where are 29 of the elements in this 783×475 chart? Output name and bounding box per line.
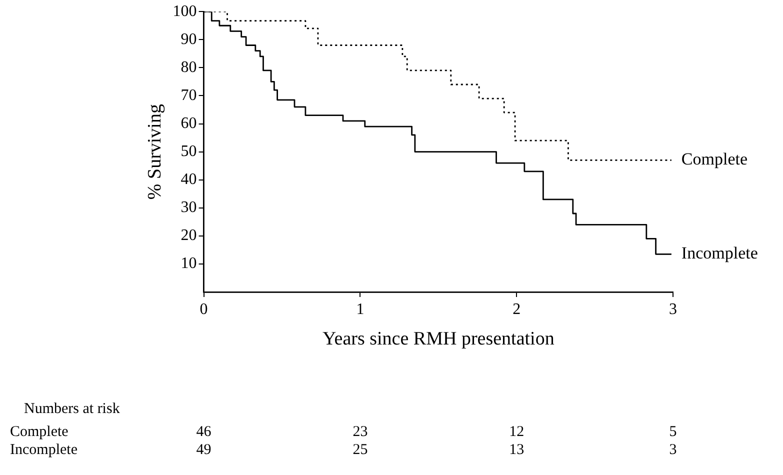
text: 12	[509, 424, 524, 440]
y-tick-label: 80	[180, 58, 197, 76]
y-tick-label: 10	[180, 255, 197, 272]
y-tick-label: 40	[180, 171, 197, 188]
text: 5	[669, 424, 677, 440]
x-tick-label: 2	[512, 300, 521, 318]
series-label: Incomplete	[681, 244, 758, 263]
y-tick-label: 20	[180, 227, 197, 244]
y-tick-label: 50	[180, 143, 197, 160]
y-tick-label: 60	[180, 114, 197, 132]
x-tick-label: 0	[200, 300, 208, 318]
text: Incomplete	[10, 442, 78, 458]
text: Complete	[10, 424, 69, 440]
text: 49	[196, 442, 212, 458]
y-tick-label: 30	[180, 199, 197, 216]
text: Numbers at risk	[24, 401, 120, 417]
x-axis-title: Years since RMH presentation	[322, 328, 555, 350]
y-axis-title: % Surviving	[144, 104, 166, 200]
text: 25	[352, 442, 368, 458]
y-tick-label: 100	[172, 2, 197, 20]
y-tick-label: 70	[180, 86, 197, 104]
text: 13	[509, 442, 524, 458]
y-tick-label: 90	[180, 30, 197, 48]
text: 3	[669, 442, 677, 458]
text: 23	[352, 424, 368, 440]
text: 46	[196, 424, 212, 440]
x-tick-label: 3	[669, 300, 677, 318]
x-tick-label: 1	[356, 300, 364, 318]
series-label: Complete	[681, 150, 748, 169]
